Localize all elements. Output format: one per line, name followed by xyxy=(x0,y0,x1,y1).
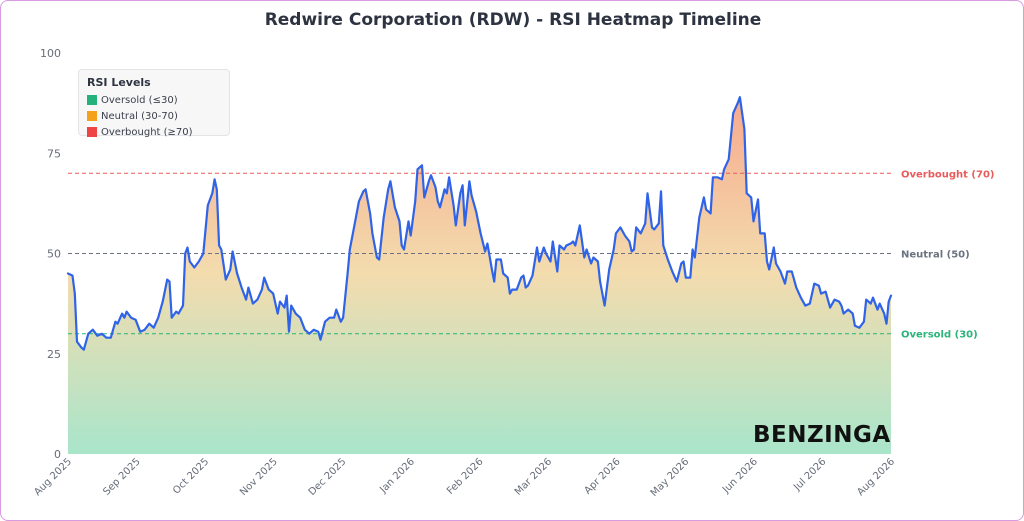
x-tick-label: Aug 2026 xyxy=(855,456,897,498)
y-tick-label: 25 xyxy=(47,348,61,361)
x-tick-label: Feb 2026 xyxy=(445,456,486,497)
legend-item-neutral: Neutral (30-70) xyxy=(87,108,229,124)
x-tick-label: Sep 2025 xyxy=(101,456,142,497)
y-tick-label: 100 xyxy=(40,47,61,60)
rsi-area-fill xyxy=(68,97,891,454)
legend-swatch-overbought xyxy=(87,127,97,137)
reference-label-30: Oversold (30) xyxy=(901,330,978,341)
x-tick-label: Jun 2026 xyxy=(720,456,760,496)
y-tick-label: 50 xyxy=(47,248,61,261)
reference-label-70: Overbought (70) xyxy=(901,169,994,180)
x-tick-label: Nov 2025 xyxy=(238,456,280,498)
legend: RSI Levels Oversold (≤30) Neutral (30-70… xyxy=(78,69,230,138)
chart-title: Redwire Corporation (RDW) - RSI Heatmap … xyxy=(264,10,762,30)
legend-label-neutral: Neutral (30-70) xyxy=(101,110,178,122)
x-tick-label: Jan 2026 xyxy=(377,456,417,496)
legend-title: RSI Levels xyxy=(87,76,151,89)
x-tick-label: Mar 2026 xyxy=(513,456,554,497)
y-tick-label: 0 xyxy=(54,448,61,461)
legend-label-oversold: Oversold (≤30) xyxy=(101,94,178,106)
reference-label-50: Neutral (50) xyxy=(901,250,970,261)
y-tick-label: 75 xyxy=(47,147,61,160)
benzinga-watermark: BENZINGA xyxy=(753,422,891,448)
legend-label-overbought: Overbought (≥70) xyxy=(101,126,193,138)
x-tick-label: Apr 2026 xyxy=(583,456,623,496)
legend-item-overbought: Overbought (≥70) xyxy=(87,124,229,140)
legend-item-oversold: Oversold (≤30) xyxy=(87,92,229,108)
x-tick-label: Jul 2026 xyxy=(791,456,828,493)
x-tick-label: Oct 2025 xyxy=(171,456,211,496)
legend-swatch-neutral xyxy=(87,111,97,121)
x-tick-label: Aug 2025 xyxy=(32,456,74,498)
rsi-series-line xyxy=(66,96,893,351)
x-tick-label: Dec 2025 xyxy=(307,456,349,498)
x-tick-label: May 2026 xyxy=(649,456,692,499)
legend-swatch-oversold xyxy=(87,95,97,105)
